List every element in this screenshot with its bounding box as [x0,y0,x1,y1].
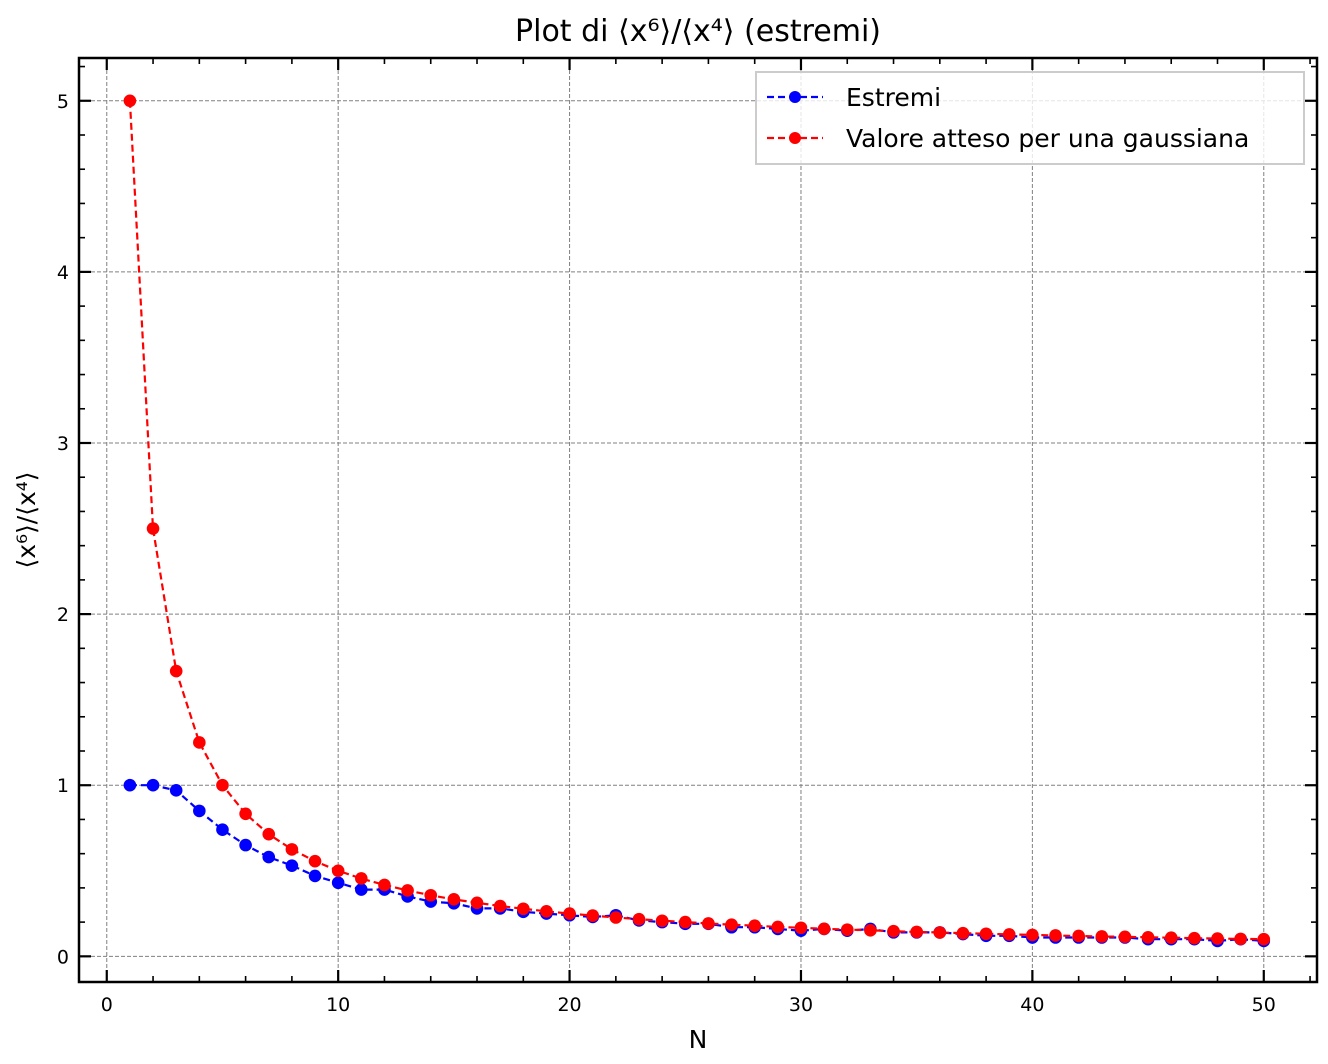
data-point [169,784,183,797]
data-point [540,905,553,918]
y-tick-label: 5 [57,91,69,113]
data-point [123,94,137,108]
data-point [563,907,576,920]
chart-title: Plot di ⟨x⁶⟩/⟨x⁴⟩ (estremi) [515,14,881,49]
tick-labels: 0 10 20 30 40 50 0 1 2 3 4 5 [57,91,1276,1016]
x-tick-label: 50 [1252,994,1276,1016]
data-point [725,918,738,931]
data-point [1072,929,1085,943]
x-axis-label: N [689,1025,708,1054]
x-tick-label: 30 [789,994,813,1016]
data-point [1049,929,1062,942]
data-point [748,919,761,933]
data-point [262,850,276,864]
series-line [128,100,1264,941]
data-point [193,736,206,749]
plot-frame [77,56,1319,984]
data-point [632,912,646,926]
series-layer [123,94,1271,948]
x-tick-label: 0 [101,994,113,1016]
data-point [146,522,160,535]
data-point [285,859,299,872]
data-point [586,909,600,922]
data-point [470,896,484,910]
legend-marker-gaussiana [789,132,801,144]
data-point [216,823,229,837]
series-gaussiana [123,94,1271,946]
data-point [887,924,900,938]
data-point [146,778,160,792]
data-point [702,917,715,930]
data-point [979,927,993,941]
y-tick-label: 3 [57,433,69,455]
data-point [1002,928,1016,941]
data-point [910,925,923,939]
data-point [933,926,947,939]
data-point [447,893,461,906]
data-point [378,878,391,892]
data-point [794,921,808,935]
data-point [1234,932,1247,946]
axis-ticks [79,58,1317,982]
data-point [864,924,877,937]
data-point [1026,928,1039,942]
data-point [817,922,831,936]
data-point [355,883,368,896]
data-point [493,899,507,913]
data-point [1141,931,1155,944]
x-tick-label: 20 [557,994,581,1016]
data-point [331,864,345,878]
data-point [516,902,530,916]
data-point [678,915,692,929]
x-tick-label: 10 [326,994,350,1016]
data-point [331,876,345,890]
data-point [1188,931,1201,945]
data-point [285,843,299,856]
series-estremi [123,778,1271,948]
data-point [655,914,669,928]
y-tick-label: 2 [57,604,69,626]
data-point [239,807,252,821]
data-point [169,664,183,678]
data-point [216,778,229,792]
legend-label-estremi: Estremi [846,83,941,112]
legend-box [755,71,1305,165]
y-axis-label: ⟨x⁶⟩/⟨x⁴⟩ [12,471,41,568]
data-point [424,888,438,902]
data-point [355,872,368,885]
data-point [609,911,623,924]
data-point [262,827,276,841]
x-tick-label: 40 [1020,994,1044,1016]
data-point [123,778,137,792]
grid [79,58,1317,982]
data-point [1164,931,1178,944]
data-point [1095,930,1109,943]
data-point [771,920,785,934]
data-point [1211,932,1224,945]
data-point [956,926,970,940]
y-tick-label: 4 [57,262,69,284]
data-point [840,923,854,936]
data-point [193,804,206,818]
y-tick-label: 0 [57,946,69,968]
data-point [401,884,414,897]
data-point [1257,932,1271,946]
data-point [1118,930,1132,944]
legend: Estremi Valore atteso per una gaussiana [755,71,1305,165]
legend-label-gaussiana: Valore atteso per una gaussiana [846,124,1249,153]
legend-marker-estremi [789,91,801,103]
data-point [239,838,252,852]
data-point [308,869,322,883]
series-line [129,784,1264,943]
data-point [308,854,322,868]
y-tick-label: 1 [57,775,69,797]
